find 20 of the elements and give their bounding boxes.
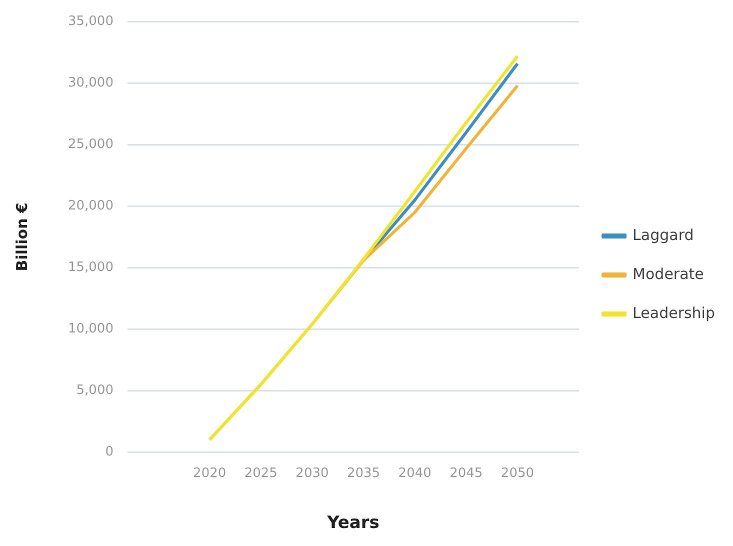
y-tick-label: 15,000 <box>68 260 114 276</box>
y-tick-label: 35,000 <box>68 14 114 30</box>
y-tick-label: 0 <box>105 444 114 460</box>
x-axis-title: Years <box>326 513 380 534</box>
x-tick-label: 2045 <box>450 466 483 482</box>
x-tick-label: 2040 <box>398 466 432 482</box>
y-tick-label: 10,000 <box>68 321 114 336</box>
y-tick-label: 25,000 <box>68 137 114 152</box>
legend-label: Leadership <box>632 304 716 322</box>
legend-label: Moderate <box>632 264 704 283</box>
x-tick-label: 2035 <box>346 466 380 482</box>
y-tick-label: 30,000 <box>68 76 114 91</box>
legend-label: Laggard <box>632 226 694 244</box>
y-tick-label: 20,000 <box>68 198 114 214</box>
y-axis-title: Billion € <box>12 202 31 272</box>
y-tick-label: 5,000 <box>76 382 114 398</box>
x-tick-label: 2050 <box>500 466 534 482</box>
x-tick-label: 2030 <box>296 466 329 482</box>
x-tick-label: 2025 <box>244 466 278 482</box>
x-tick-label: 2020 <box>193 466 226 482</box>
